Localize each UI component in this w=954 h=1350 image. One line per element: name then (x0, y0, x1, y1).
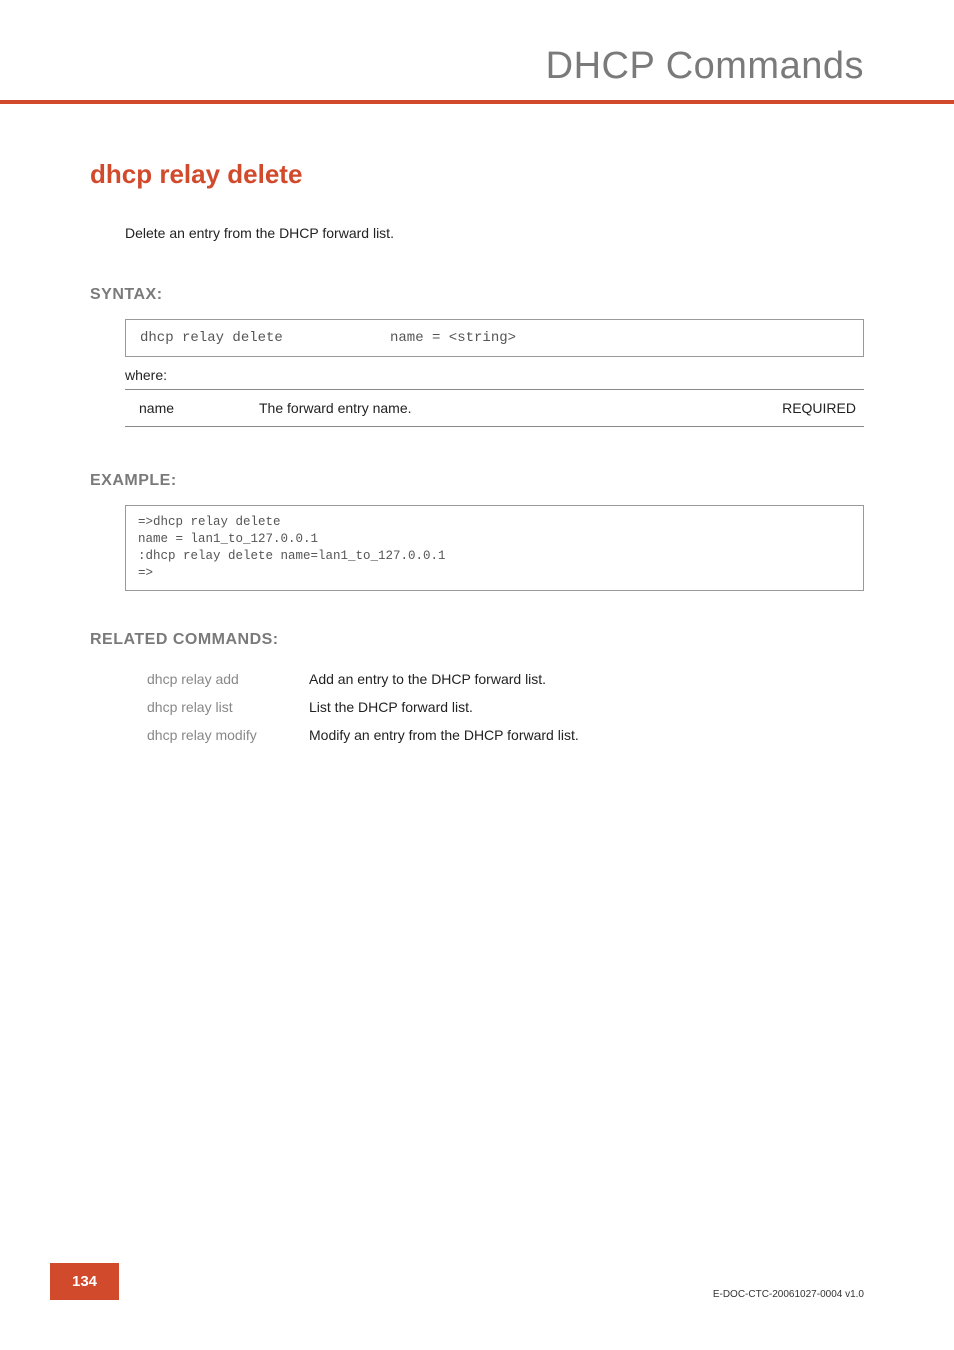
syntax-box: dhcp relay delete name = <string> (125, 319, 864, 357)
table-row: dhcp relay list List the DHCP forward li… (147, 694, 589, 720)
related-cmd: dhcp relay list (147, 694, 307, 720)
command-description: Delete an entry from the DHCP forward li… (125, 225, 864, 241)
table-row: dhcp relay modify Modify an entry from t… (147, 722, 589, 748)
param-table: name The forward entry name. REQUIRED (125, 389, 864, 427)
page-number: 134 (50, 1263, 119, 1300)
param-name: name (125, 390, 245, 427)
syntax-command: dhcp relay delete (140, 330, 390, 346)
related-desc: Add an entry to the DHCP forward list. (309, 666, 589, 692)
command-title: dhcp relay delete (90, 159, 864, 190)
doc-id: E-DOC-CTC-20061027-0004 v1.0 (713, 1289, 864, 1300)
related-desc: Modify an entry from the DHCP forward li… (309, 722, 589, 748)
syntax-label: SYNTAX: (90, 286, 864, 304)
chapter-rule (0, 100, 954, 104)
related-cmd: dhcp relay add (147, 666, 307, 692)
related-cmd: dhcp relay modify (147, 722, 307, 748)
related-desc: List the DHCP forward list. (309, 694, 589, 720)
related-label: RELATED COMMANDS: (90, 631, 864, 649)
where-label: where: (125, 367, 864, 383)
param-desc: The forward entry name. (245, 390, 754, 427)
table-row: dhcp relay add Add an entry to the DHCP … (147, 666, 589, 692)
table-row: name The forward entry name. REQUIRED (125, 390, 864, 427)
param-required: REQUIRED (754, 390, 864, 427)
related-table: dhcp relay add Add an entry to the DHCP … (145, 664, 591, 750)
example-box: =>dhcp relay delete name = lan1_to_127.0… (125, 505, 864, 591)
page-footer: 134 E-DOC-CTC-20061027-0004 v1.0 (0, 1263, 954, 1300)
example-label: EXAMPLE: (90, 472, 864, 490)
chapter-title: DHCP Commands (90, 45, 864, 88)
page: DHCP Commands dhcp relay delete Delete a… (0, 0, 954, 1350)
syntax-args: name = <string> (390, 330, 849, 346)
